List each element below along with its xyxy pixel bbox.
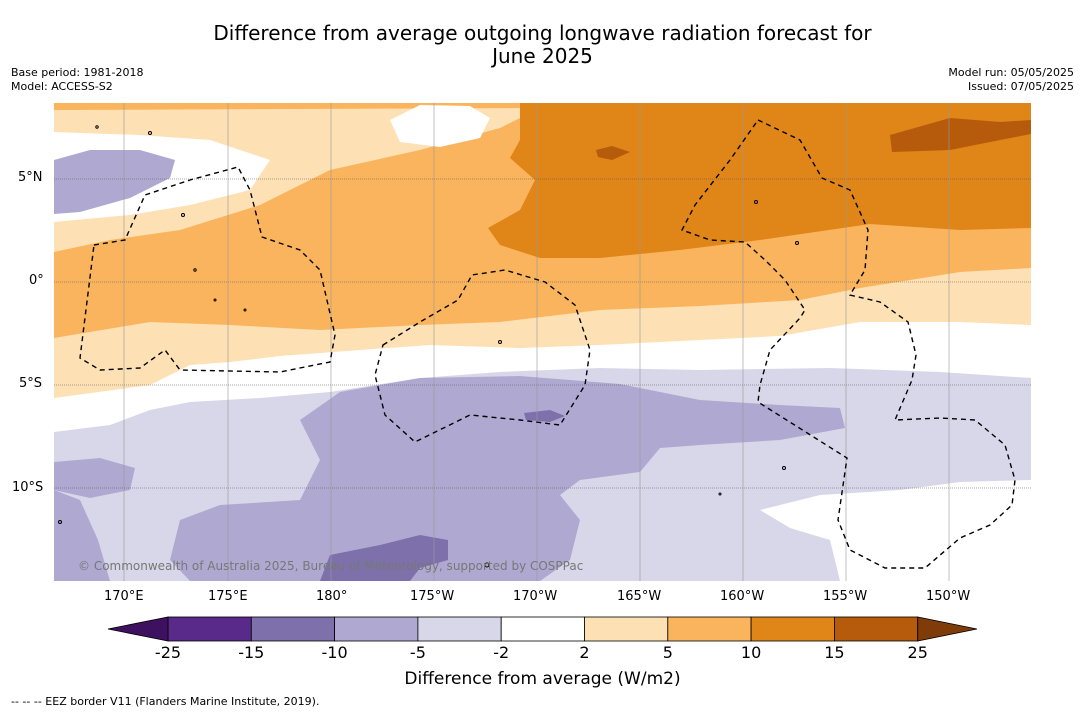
fill-violet: [320, 535, 448, 581]
fill-violet-small: [524, 410, 565, 422]
colorbar-tick-label: 15: [824, 643, 845, 662]
lon-label-155w: 155°W: [823, 589, 868, 604]
fill-purple-main: [170, 376, 845, 581]
lon-label-170w: 170°W: [513, 589, 558, 604]
island: [754, 200, 758, 204]
eez-border-west: [79, 166, 336, 373]
lon-label-150w: 150°W: [926, 589, 971, 604]
island: [718, 492, 722, 496]
island: [58, 520, 62, 524]
title-line-2: June 2025: [492, 44, 593, 68]
island: [213, 298, 217, 302]
title-line-1: Difference from average outgoing longwav…: [213, 21, 872, 45]
lat-label-0: 0°: [29, 273, 44, 288]
eez-border-east: [681, 119, 1016, 569]
eez-border-central: [374, 269, 591, 443]
colorbar-segment: [584, 616, 669, 642]
island: [243, 308, 247, 312]
model-run: Model run: 05/05/2025: [948, 66, 1074, 79]
colorbar-tick-label: -10: [321, 643, 348, 662]
fill-white-southeast: [760, 480, 1031, 581]
colorbar-segment: [250, 616, 336, 642]
colorbar-tick-label: 25: [907, 643, 928, 662]
island: [484, 562, 490, 568]
colorbar-tick-label: 2: [579, 643, 590, 662]
colorbar-tick-label: -5: [409, 643, 426, 662]
lon-label-175e: 175°E: [208, 589, 248, 604]
fill-brown-small: [596, 146, 630, 160]
colorbar-tick-label: -2: [493, 643, 510, 662]
island: [498, 340, 502, 344]
coastlines: [58, 125, 799, 568]
metadata-left: Base period: 1981-2018 Model: ACCESS-S2: [11, 66, 143, 94]
lat-label-5s: 5°S: [19, 376, 43, 391]
colorbar: [107, 616, 978, 642]
fill-purple-corner: [54, 490, 110, 581]
lon-label-170e: 170°E: [104, 589, 144, 604]
eez-borders: [79, 119, 1016, 569]
model-name: Model: ACCESS-S2: [11, 80, 113, 93]
lon-label-180: 180°: [316, 589, 348, 604]
issued-date: Issued: 07/05/2025: [967, 80, 1074, 93]
colorbar-over-arrow: [917, 616, 978, 642]
colorbar-tick-label: -25: [154, 643, 182, 662]
island: [795, 241, 799, 245]
colorbar-tick-label: 10: [740, 643, 762, 662]
colorbar-segment: [667, 616, 752, 642]
base-period: Base period: 1981-2018: [11, 66, 144, 79]
colorbar-segment: [167, 616, 252, 642]
island: [193, 268, 197, 272]
island: [95, 125, 99, 129]
graticule: [54, 103, 1031, 581]
lat-label-5n: 5°N: [18, 170, 43, 185]
lon-label-160w: 160°W: [720, 589, 765, 604]
lon-label-165w: 165°W: [617, 589, 662, 604]
fill-lavender-west: [54, 150, 175, 214]
lon-label-175w: 175°W: [410, 589, 455, 604]
chart-title: Difference from average outgoing longwav…: [0, 22, 1085, 68]
island: [148, 131, 152, 135]
copyright-text: © Commonwealth of Australia 2025, Bureau…: [78, 559, 583, 573]
fill-white-blob: [390, 105, 490, 147]
colorbar-tick-label: 5: [662, 643, 673, 662]
island: [782, 466, 786, 470]
fill-brown: [890, 118, 1031, 152]
contour-fill: [54, 103, 1031, 581]
colorbar-segment: [334, 616, 419, 642]
metadata-right: Model run: 05/05/2025 Issued: 07/05/2025: [948, 66, 1074, 94]
lat-label-10s: 10°S: [12, 480, 44, 495]
island: [181, 213, 185, 217]
colorbar-segment: [417, 616, 502, 642]
colorbar-tick-label: -15: [238, 643, 265, 662]
colorbar-segment: [750, 616, 835, 642]
colorbar-title: Difference from average (W/m2): [404, 669, 681, 689]
footnote: -- -- -- EEZ border V11 (Flanders Marine…: [11, 695, 320, 708]
colorbar-segment: [834, 616, 919, 642]
colorbar-under-arrow: [107, 616, 169, 642]
colorbar-segment: [500, 616, 585, 642]
